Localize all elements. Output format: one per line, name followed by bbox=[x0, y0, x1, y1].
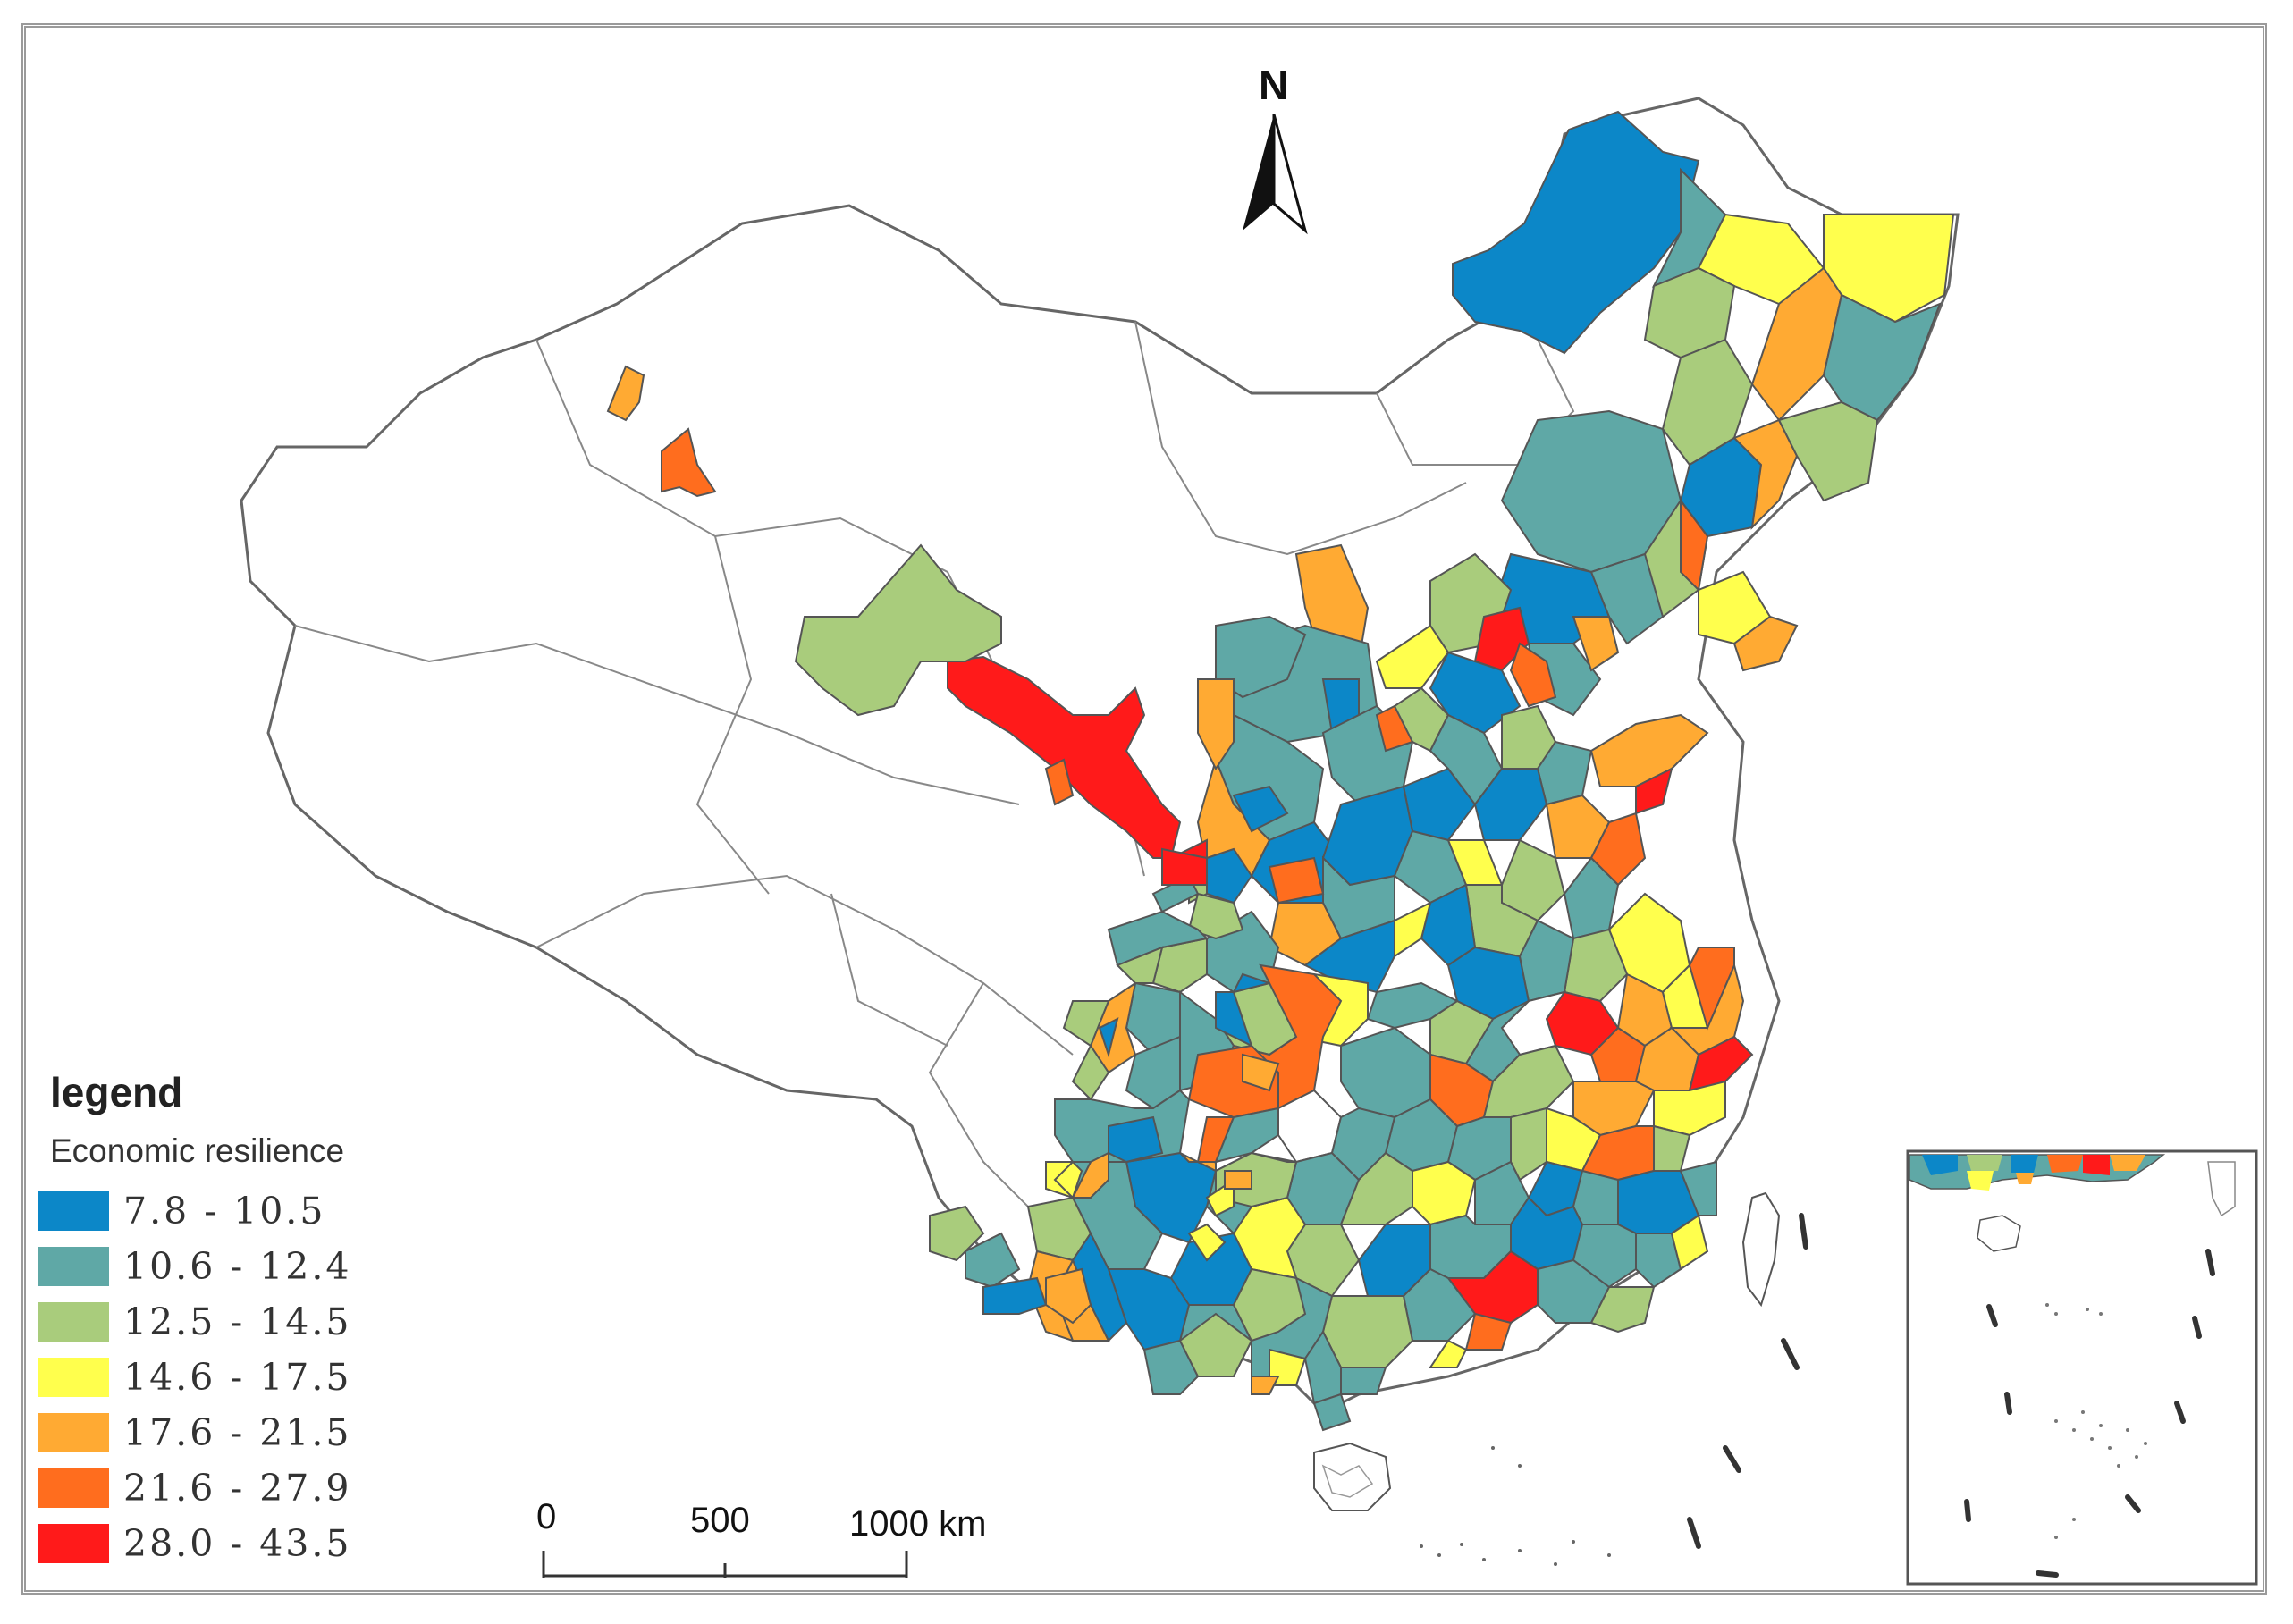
legend: legend Economic resilience 7.8 - 10.5 10.… bbox=[38, 1068, 502, 1578]
region bbox=[1214, 1107, 1279, 1164]
region bbox=[1822, 293, 1942, 422]
legend-swatch bbox=[38, 1358, 109, 1397]
region bbox=[1107, 1268, 1191, 1351]
region bbox=[1161, 847, 1208, 886]
region bbox=[1679, 1160, 1717, 1216]
legend-swatch bbox=[38, 1524, 109, 1563]
legend-subtitle: Economic resilience bbox=[50, 1132, 345, 1169]
region bbox=[1232, 1267, 1307, 1342]
north-label: N bbox=[1259, 62, 1289, 108]
region bbox=[1142, 1339, 1200, 1395]
legend-label: 12.5 - 14.5 bbox=[123, 1300, 352, 1343]
region bbox=[1741, 1191, 1781, 1308]
region bbox=[1313, 1442, 1392, 1511]
region bbox=[1178, 1312, 1253, 1377]
region bbox=[1688, 947, 1735, 1031]
legend-item: 17.6 - 21.5 bbox=[38, 1411, 502, 1467]
region bbox=[1251, 1376, 1280, 1395]
region bbox=[1572, 1169, 1619, 1225]
legend-swatch bbox=[38, 1413, 109, 1452]
region bbox=[1680, 498, 1709, 593]
region bbox=[1045, 1267, 1092, 1325]
legend-item: 14.6 - 17.5 bbox=[38, 1356, 502, 1411]
legend-label: 17.6 - 21.5 bbox=[123, 1411, 352, 1454]
region bbox=[1321, 1464, 1374, 1498]
region bbox=[1464, 1312, 1513, 1351]
region bbox=[1187, 1223, 1227, 1262]
region bbox=[1071, 1151, 1109, 1199]
region bbox=[1589, 552, 1665, 645]
region bbox=[1268, 856, 1325, 905]
scale-label-500: 500 bbox=[690, 1501, 750, 1540]
legend-label: 21.6 - 27.9 bbox=[123, 1467, 352, 1510]
region bbox=[1224, 1170, 1252, 1190]
region bbox=[1732, 615, 1799, 672]
legend-label: 28.0 - 43.5 bbox=[123, 1522, 352, 1565]
region bbox=[606, 365, 645, 422]
region bbox=[1062, 1000, 1110, 1048]
region bbox=[1572, 616, 1620, 672]
region bbox=[1777, 400, 1879, 502]
scs-islands bbox=[1420, 1446, 1611, 1566]
region bbox=[1044, 758, 1075, 806]
region bbox=[1635, 767, 1673, 815]
legend-swatch bbox=[38, 1191, 109, 1231]
inset-dashes bbox=[1964, 1249, 2215, 1578]
region-layer bbox=[606, 110, 1955, 1511]
region bbox=[1197, 678, 1235, 770]
region bbox=[1563, 856, 1620, 940]
region bbox=[1116, 946, 1164, 984]
region bbox=[1232, 972, 1273, 994]
scale-bar-line bbox=[542, 1551, 908, 1578]
region bbox=[965, 1232, 1021, 1289]
region bbox=[1108, 1115, 1164, 1164]
region bbox=[1429, 1339, 1468, 1368]
legend-swatch bbox=[38, 1468, 109, 1508]
region bbox=[1053, 1160, 1083, 1199]
region bbox=[1303, 1330, 1342, 1405]
legend-label: 14.6 - 17.5 bbox=[123, 1356, 352, 1399]
region bbox=[1340, 1367, 1387, 1395]
region bbox=[1232, 785, 1289, 833]
region bbox=[1375, 624, 1450, 689]
legend-item: 12.5 - 14.5 bbox=[38, 1300, 502, 1356]
region bbox=[1242, 1053, 1280, 1092]
scale-label-1000: 1000 km bbox=[849, 1504, 987, 1544]
region bbox=[1688, 1035, 1754, 1092]
legend-label: 7.8 - 10.5 bbox=[123, 1190, 326, 1233]
region bbox=[1589, 1286, 1656, 1334]
region bbox=[1589, 713, 1709, 787]
region bbox=[982, 1276, 1048, 1315]
legend-item: 21.6 - 27.9 bbox=[38, 1467, 502, 1522]
region bbox=[1215, 991, 1253, 1048]
scale-label-0: 0 bbox=[536, 1497, 557, 1536]
legend-swatch bbox=[38, 1302, 109, 1342]
region bbox=[661, 427, 717, 498]
legend-swatch bbox=[38, 1247, 109, 1286]
region bbox=[794, 543, 1002, 717]
inset-map bbox=[1909, 1154, 2236, 1252]
region bbox=[1670, 1214, 1709, 1271]
scale-bar: 0 500 1000 km bbox=[536, 1497, 1037, 1586]
region bbox=[1312, 1393, 1352, 1432]
region bbox=[1509, 642, 1557, 708]
north-arrow: N bbox=[1234, 61, 1314, 240]
region bbox=[947, 655, 1182, 859]
legend-item: 10.6 - 12.4 bbox=[38, 1245, 502, 1300]
inset-islands bbox=[2045, 1303, 2147, 1539]
region bbox=[1635, 1233, 1682, 1289]
inset-frame bbox=[1906, 1149, 2258, 1586]
legend-item: 28.0 - 43.5 bbox=[38, 1522, 502, 1578]
region bbox=[1510, 1107, 1547, 1182]
legend-item: 7.8 - 10.5 bbox=[38, 1190, 502, 1245]
region bbox=[929, 1205, 985, 1262]
legend-label: 10.6 - 12.4 bbox=[123, 1245, 352, 1288]
north-arrow-icon bbox=[1243, 114, 1308, 235]
legend-title: legend bbox=[50, 1069, 183, 1115]
scs-dashes bbox=[1687, 1213, 1808, 1549]
region bbox=[1098, 1017, 1119, 1058]
region bbox=[1187, 892, 1244, 940]
region bbox=[1375, 704, 1414, 753]
